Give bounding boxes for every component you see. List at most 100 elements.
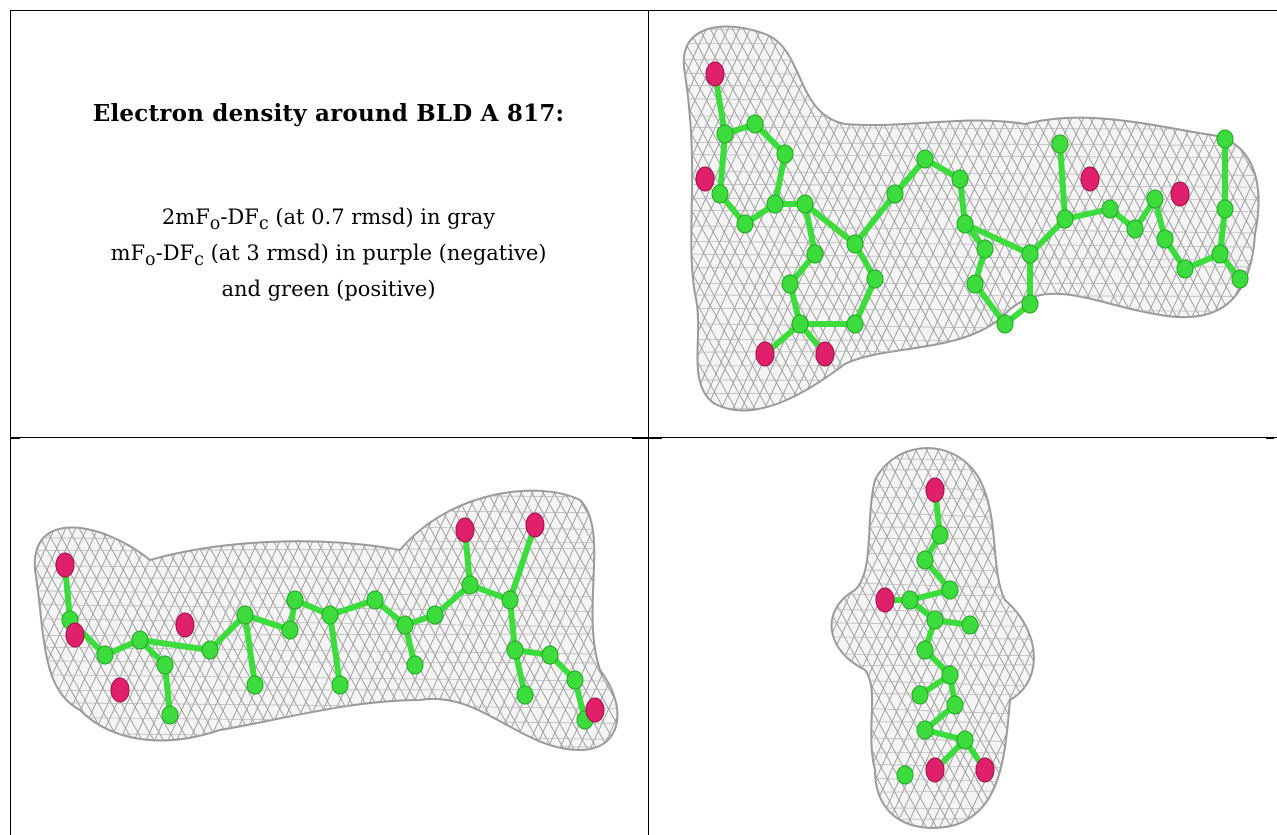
table-left-rule [10,10,11,835]
carbon-atom [506,640,524,660]
carbon-atom [1231,269,1249,289]
oxygen-atom [975,757,995,783]
density-view-side-on [20,450,640,820]
carbon-atom [956,214,974,234]
oxygen-atom [695,166,715,192]
oxygen-atom [55,552,75,578]
carbon-atom [366,590,384,610]
carbon-atom [1216,199,1234,219]
carbon-atom [1051,134,1069,154]
legend-line-fo: mFo-DFc (at 3 rmsd) in purple (negative) [110,241,547,271]
carbon-atom [886,184,904,204]
carbon-atom [966,274,984,294]
carbon-atom [746,114,764,134]
carbon-atom [896,765,914,785]
carbon-atom [716,124,734,144]
oxygen-atom [925,757,945,783]
carbon-atom [961,615,979,635]
carbon-atom [406,655,424,675]
carbon-atom [1126,219,1144,239]
density-render-face-on [682,25,1260,412]
carbon-atom [846,234,864,254]
table-top-rule [10,10,1277,11]
carbon-atom [916,550,934,570]
oxygen-atom [585,697,605,723]
density-view-end-on [805,440,1055,830]
carbon-atom [566,670,584,690]
carbon-atom [96,645,114,665]
carbon-atom [516,685,534,705]
molecule-bond [852,191,898,247]
carbon-atom [911,685,929,705]
molecule-bond [137,637,213,653]
molecule-bond [802,201,858,247]
carbon-atom [1216,129,1234,149]
carbon-atom [236,605,254,625]
carbon-atom [916,640,934,660]
molecule-bond [507,522,538,603]
oxygen-atom [525,512,545,538]
carbon-atom [286,590,304,610]
carbon-atom [321,605,339,625]
oxygen-atom [755,341,775,367]
carbon-atom [926,610,944,630]
table-right-edge-mark [1266,437,1274,439]
carbon-atom [501,590,519,610]
carbon-atom [426,605,444,625]
table-middle-rule [648,10,649,835]
density-view-face-on [665,14,1271,428]
carbon-atom [916,149,934,169]
oxygen-atom [1080,166,1100,192]
molecule-bond [327,612,343,688]
density-render-end-on [830,447,1035,829]
molecule-bond [717,131,728,197]
carbon-atom [1021,244,1039,264]
oxygen-atom [1170,181,1190,207]
oxygen-atom [455,517,475,543]
carbon-atom [931,525,949,545]
carbon-atom [796,194,814,214]
carbon-atom [281,620,299,640]
density-legend: 2mFo-DFc (at 0.7 rmsd) in gray mFo-DFc (… [10,203,647,304]
molecule-bond [1057,141,1068,222]
carbon-atom [951,169,969,189]
carbon-atom [996,314,1014,334]
carbon-atom [461,575,479,595]
carbon-atom [1056,209,1074,229]
carbon-atom [201,640,219,660]
oxygen-atom [815,341,835,367]
carbon-atom [161,705,179,725]
carbon-atom [131,630,149,650]
molecule-bond [242,612,258,688]
density-render-side-on [33,489,619,752]
carbon-atom [916,720,934,740]
carbon-atom [246,675,264,695]
carbon-atom [956,730,974,750]
oxygen-atom [705,61,725,87]
carbon-atom [736,214,754,234]
carbon-atom [976,239,994,259]
oxygen-atom [110,677,130,703]
carbon-atom [946,695,964,715]
carbon-atom [156,655,174,675]
carbon-atom [1176,259,1194,279]
carbon-atom [806,244,824,264]
carbon-atom [1146,189,1164,209]
carbon-atom [1101,199,1119,219]
carbon-atom [781,274,799,294]
oxygen-atom [175,612,195,638]
molecule-bond [962,221,1033,257]
oxygen-atom [65,622,85,648]
carbon-atom [941,665,959,685]
carbon-atom [776,144,794,164]
carbon-atom [901,590,919,610]
carbon-atom [1021,294,1039,314]
carbon-atom [1156,229,1174,249]
table-mid-edge-mark [632,437,662,439]
figure-title: Electron density around BLD A 817: [92,100,565,127]
oxygen-atom [875,587,895,613]
carbon-atom [866,269,884,289]
carbon-atom [541,645,559,665]
carbon-atom [331,675,349,695]
table-left-edge-mark [10,437,20,439]
